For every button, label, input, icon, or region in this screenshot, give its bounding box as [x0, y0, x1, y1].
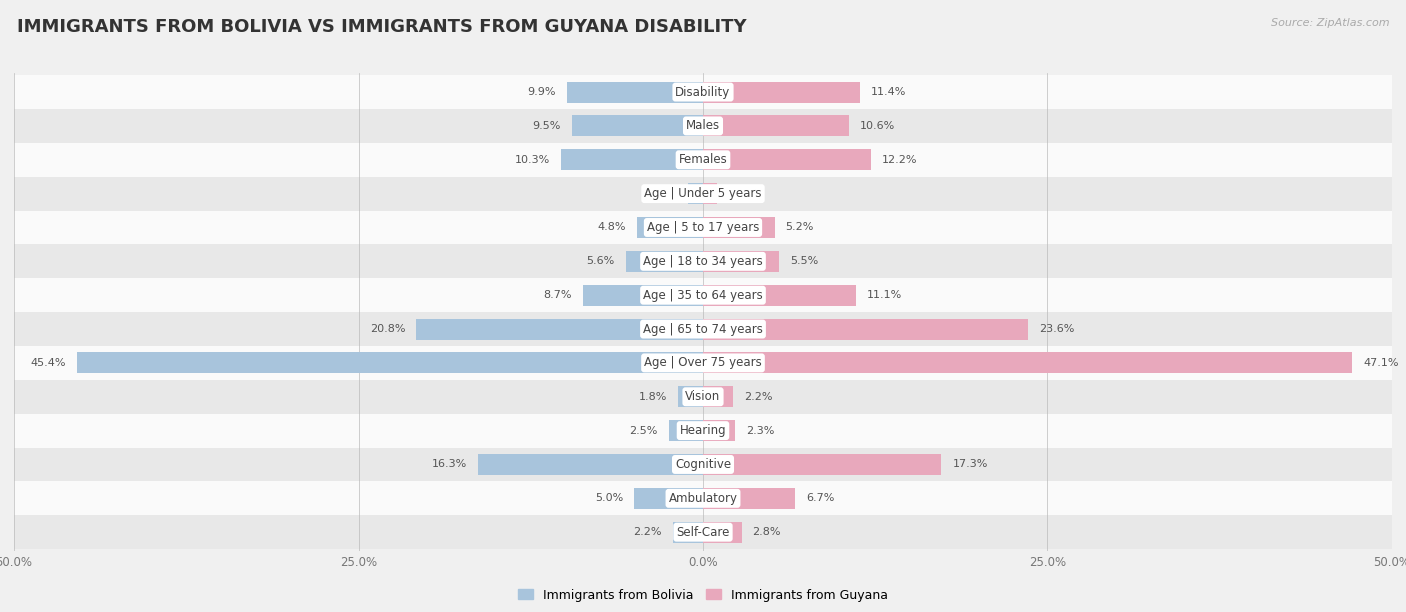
Legend: Immigrants from Bolivia, Immigrants from Guyana: Immigrants from Bolivia, Immigrants from… [513, 584, 893, 606]
Bar [703, 319, 1028, 340]
Text: 20.8%: 20.8% [370, 324, 405, 334]
Text: 11.4%: 11.4% [872, 87, 907, 97]
Bar [14, 75, 1392, 109]
Bar [14, 211, 1392, 244]
Text: 2.2%: 2.2% [633, 527, 662, 537]
Bar [567, 81, 703, 103]
Bar [14, 312, 1392, 346]
Text: 47.1%: 47.1% [1362, 358, 1399, 368]
Bar [703, 81, 860, 103]
Text: 10.3%: 10.3% [515, 155, 550, 165]
Bar [703, 183, 717, 204]
Text: 10.6%: 10.6% [860, 121, 896, 131]
Bar [14, 244, 1392, 278]
Bar [14, 177, 1392, 211]
Text: 6.7%: 6.7% [807, 493, 835, 503]
Bar [14, 380, 1392, 414]
Text: Cognitive: Cognitive [675, 458, 731, 471]
Bar [703, 116, 849, 136]
Bar [703, 217, 775, 238]
Bar [626, 251, 703, 272]
Bar [703, 521, 741, 543]
Bar [703, 488, 796, 509]
Bar [678, 386, 703, 407]
Bar [14, 447, 1392, 482]
Text: Disability: Disability [675, 86, 731, 99]
Bar [77, 353, 703, 373]
Bar [703, 149, 872, 170]
Text: 17.3%: 17.3% [952, 460, 988, 469]
Bar [14, 482, 1392, 515]
Text: 11.1%: 11.1% [868, 290, 903, 300]
Text: Age | 18 to 34 years: Age | 18 to 34 years [643, 255, 763, 268]
Text: Source: ZipAtlas.com: Source: ZipAtlas.com [1271, 18, 1389, 28]
Bar [572, 116, 703, 136]
Text: IMMIGRANTS FROM BOLIVIA VS IMMIGRANTS FROM GUYANA DISABILITY: IMMIGRANTS FROM BOLIVIA VS IMMIGRANTS FR… [17, 18, 747, 36]
Text: 45.4%: 45.4% [31, 358, 66, 368]
Text: 8.7%: 8.7% [544, 290, 572, 300]
Bar [637, 217, 703, 238]
Bar [703, 251, 779, 272]
Bar [669, 420, 703, 441]
Bar [561, 149, 703, 170]
Text: 2.8%: 2.8% [752, 527, 782, 537]
Bar [703, 420, 735, 441]
Text: 1.1%: 1.1% [648, 188, 676, 199]
Text: 16.3%: 16.3% [432, 460, 467, 469]
Text: Age | 35 to 64 years: Age | 35 to 64 years [643, 289, 763, 302]
Text: 9.9%: 9.9% [527, 87, 555, 97]
Bar [14, 515, 1392, 549]
Text: 4.8%: 4.8% [598, 223, 626, 233]
Bar [14, 346, 1392, 380]
Bar [14, 109, 1392, 143]
Text: 9.5%: 9.5% [533, 121, 561, 131]
Text: 2.2%: 2.2% [744, 392, 773, 401]
Bar [703, 454, 942, 475]
Text: Ambulatory: Ambulatory [668, 492, 738, 505]
Bar [478, 454, 703, 475]
Text: Self-Care: Self-Care [676, 526, 730, 539]
Text: 5.2%: 5.2% [786, 223, 814, 233]
Bar [14, 414, 1392, 447]
Bar [688, 183, 703, 204]
Bar [672, 521, 703, 543]
Bar [14, 143, 1392, 177]
Text: Males: Males [686, 119, 720, 132]
Text: 1.0%: 1.0% [728, 188, 756, 199]
Text: Age | 5 to 17 years: Age | 5 to 17 years [647, 221, 759, 234]
Text: 12.2%: 12.2% [882, 155, 918, 165]
Text: 5.5%: 5.5% [790, 256, 818, 266]
Text: Vision: Vision [685, 390, 721, 403]
Text: Females: Females [679, 153, 727, 166]
Text: Age | 65 to 74 years: Age | 65 to 74 years [643, 323, 763, 335]
Bar [703, 285, 856, 305]
Text: Hearing: Hearing [679, 424, 727, 437]
Text: 2.5%: 2.5% [628, 425, 658, 436]
Bar [703, 353, 1353, 373]
Text: Age | Over 75 years: Age | Over 75 years [644, 356, 762, 370]
Text: 23.6%: 23.6% [1039, 324, 1074, 334]
Bar [583, 285, 703, 305]
Text: 2.3%: 2.3% [745, 425, 775, 436]
Text: Age | Under 5 years: Age | Under 5 years [644, 187, 762, 200]
Bar [14, 278, 1392, 312]
Text: 1.8%: 1.8% [638, 392, 668, 401]
Bar [416, 319, 703, 340]
Text: 5.0%: 5.0% [595, 493, 623, 503]
Bar [703, 386, 734, 407]
Bar [634, 488, 703, 509]
Text: 5.6%: 5.6% [586, 256, 614, 266]
